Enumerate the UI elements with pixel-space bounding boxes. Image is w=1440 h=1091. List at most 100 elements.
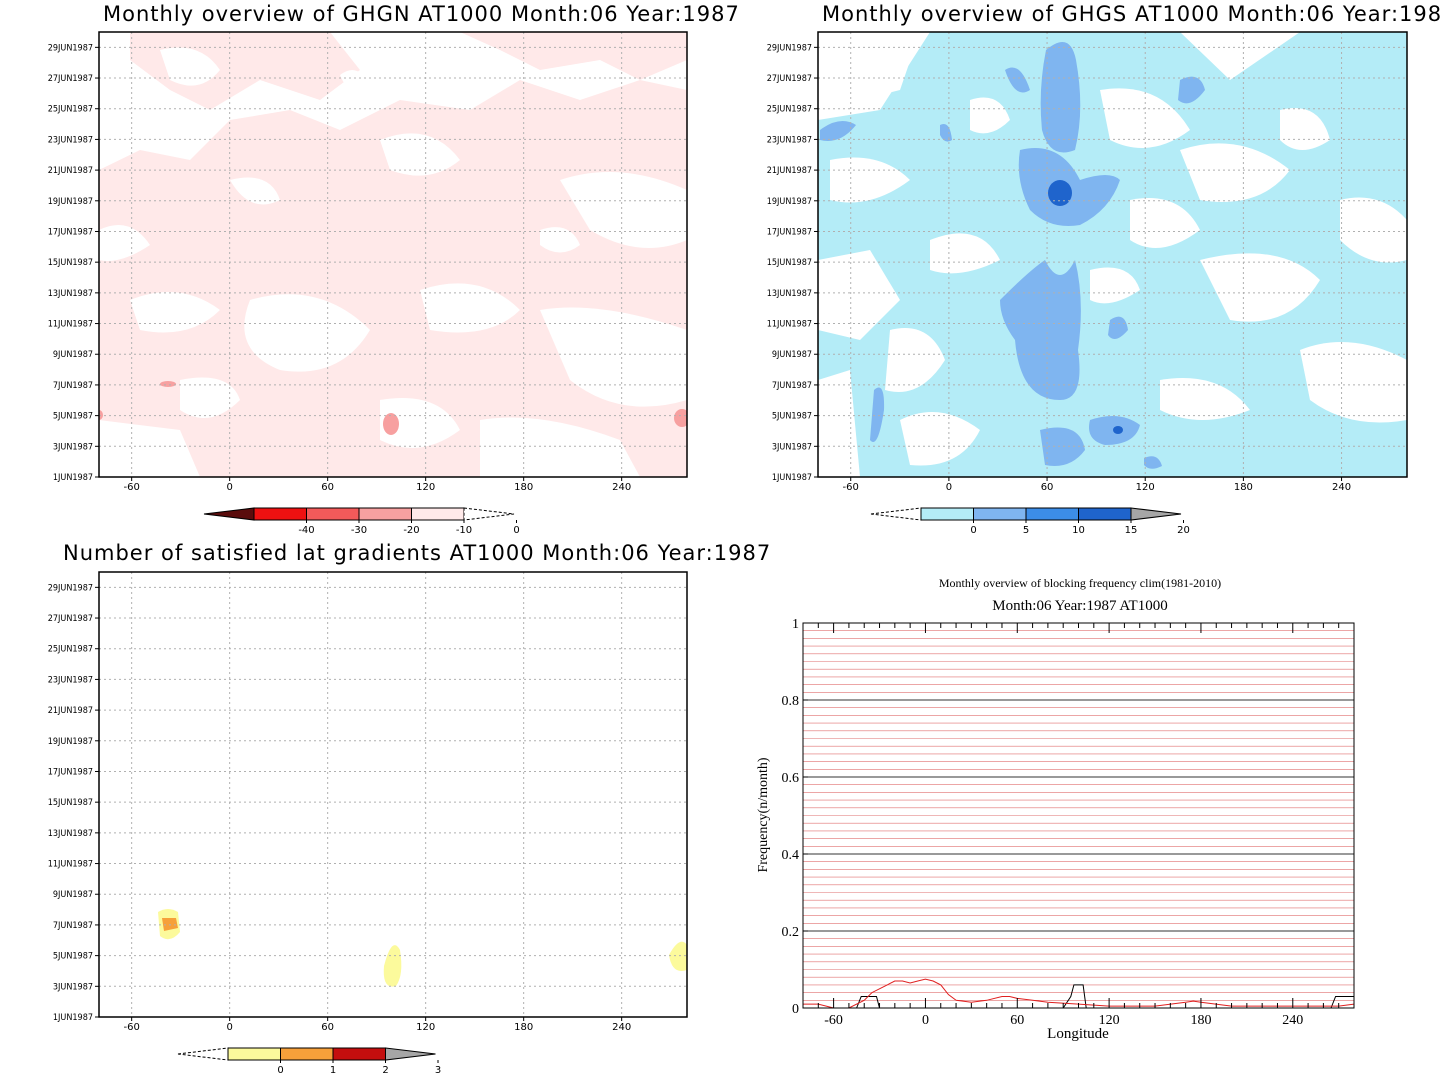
x-tick-label: 120 xyxy=(416,482,435,493)
freq-y-tick-label: 1 xyxy=(792,617,799,632)
colorbar-label: -30 xyxy=(351,525,367,536)
y-tick-label: 27JUN1987 xyxy=(48,614,93,624)
y-tick-label: 3JUN1987 xyxy=(53,442,93,452)
colorbar-label: -20 xyxy=(403,525,419,536)
y-tick-label: 19JUN1987 xyxy=(48,197,93,207)
colorbar-end-right xyxy=(463,507,515,521)
x-tick-label: 0 xyxy=(946,482,952,493)
y-tick-label: 23JUN1987 xyxy=(48,135,93,145)
colorbar-label: 15 xyxy=(1125,525,1138,536)
gradients-yticks: 1JUN1987 3JUN1987 5JUN1987 7JUN1987 9JUN1987… xyxy=(48,583,99,1023)
freq-ylabel: Frequency(n/month) xyxy=(756,757,771,873)
y-tick-label: 11JUN1987 xyxy=(48,860,93,870)
freq-y-tick-label: 0.4 xyxy=(782,848,800,863)
y-tick-label: 29JUN1987 xyxy=(48,43,93,53)
y-tick-label: 23JUN1987 xyxy=(48,675,93,685)
y-tick-label: 29JUN1987 xyxy=(48,583,93,593)
y-tick-label: 13JUN1987 xyxy=(48,289,93,299)
freq-xlabel: Longitude xyxy=(1047,1026,1109,1042)
ghgn-xticks: -60 0 60 120 180 240 xyxy=(123,477,631,493)
freq-x-tick-label: 120 xyxy=(1099,1013,1120,1028)
colorbar-label: 2 xyxy=(382,1065,388,1076)
colorbar-label: -40 xyxy=(298,525,314,536)
y-tick-label: 29JUN1987 xyxy=(767,43,812,53)
y-tick-label: 9JUN1987 xyxy=(53,890,93,900)
y-tick-label: 13JUN1987 xyxy=(767,289,812,299)
colorbar-label: 1 xyxy=(330,1065,336,1076)
panel-title-ghgn: Monthly overview of GHGN AT1000 Month:06… xyxy=(103,2,740,26)
freq-x-tick-label: 0 xyxy=(922,1013,929,1028)
ghgs-contours xyxy=(818,32,1407,477)
x-tick-label: 120 xyxy=(416,1022,435,1033)
panel-title-ghgs: Monthly overview of GHGS AT1000 Month:06… xyxy=(822,2,1440,26)
x-tick-label: 0 xyxy=(226,1022,232,1033)
y-tick-label: 25JUN1987 xyxy=(48,645,93,655)
y-tick-label: 3JUN1987 xyxy=(53,982,93,992)
freq-x-tick-label: -60 xyxy=(824,1013,843,1028)
freq-y-tick-label: 0 xyxy=(792,1002,799,1017)
x-tick-label: 180 xyxy=(1234,482,1253,493)
colorbar-label: 5 xyxy=(1023,525,1029,536)
colorbar-label: -10 xyxy=(456,525,472,536)
ghgn-grid xyxy=(99,32,687,477)
ghgs-frame xyxy=(817,31,1408,478)
y-tick-label: 25JUN1987 xyxy=(48,105,93,115)
colorbar-label: 0 xyxy=(513,525,519,536)
ghgn-frame xyxy=(98,31,688,478)
y-tick-label: 7JUN1987 xyxy=(53,921,93,931)
y-tick-label: 1JUN1987 xyxy=(53,1013,93,1023)
ghgn-yticks: 1JUN1987 3JUN1987 5JUN1987 7JUN1987 9JUN1987… xyxy=(48,43,99,483)
y-tick-label: 7JUN1987 xyxy=(53,381,93,391)
x-tick-label: 120 xyxy=(1136,482,1155,493)
y-tick-label: 23JUN1987 xyxy=(767,135,812,145)
x-tick-label: 180 xyxy=(514,482,533,493)
x-tick-label: 240 xyxy=(612,482,631,493)
y-tick-label: 11JUN1987 xyxy=(767,320,812,330)
freq-title: Monthly overview of blocking frequency c… xyxy=(938,576,1222,590)
colorbar-end-right xyxy=(385,1047,436,1061)
y-tick-label: 19JUN1987 xyxy=(767,197,812,207)
colorbar-end-right xyxy=(1130,507,1182,521)
y-tick-label: 3JUN1987 xyxy=(772,442,812,452)
y-tick-label: 27JUN1987 xyxy=(48,74,93,84)
ghgs-grid xyxy=(818,32,1407,477)
y-tick-label: 5JUN1987 xyxy=(772,412,812,422)
x-tick-label: 60 xyxy=(1041,482,1054,493)
ghgn-contours xyxy=(99,32,687,477)
y-tick-label: 15JUN1987 xyxy=(48,258,93,268)
y-tick-label: 13JUN1987 xyxy=(48,829,93,839)
y-tick-label: 17JUN1987 xyxy=(767,227,812,237)
x-tick-label: 0 xyxy=(226,482,232,493)
gradients-frame xyxy=(98,571,688,1018)
freq-ticks: 0 0.2 0.4 0.6 0.8 1 -60 0 60 120 180 240 xyxy=(782,617,1340,1028)
freq-x-tick-label: 240 xyxy=(1282,1013,1303,1028)
ghgs-yticks: 1JUN1987 3JUN1987 5JUN1987 7JUN1987 9JUN1987… xyxy=(767,43,818,483)
y-tick-label: 15JUN1987 xyxy=(767,258,812,268)
freq-series-line xyxy=(803,978,1355,1009)
freq-y-tick-label: 0.8 xyxy=(782,694,800,709)
y-tick-label: 17JUN1987 xyxy=(48,767,93,777)
y-tick-label: 21JUN1987 xyxy=(48,706,93,716)
y-tick-label: 21JUN1987 xyxy=(48,166,93,176)
x-tick-label: -60 xyxy=(123,1022,139,1033)
gradients-xticks: -60 0 60 120 180 240 xyxy=(123,1017,631,1033)
freq-y-tick-label: 0.6 xyxy=(782,771,800,786)
gradients-grid xyxy=(99,572,687,1017)
ghgs-xticks: -60 0 60 120 180 240 xyxy=(843,477,1351,493)
y-tick-label: 19JUN1987 xyxy=(48,737,93,747)
y-tick-label: 21JUN1987 xyxy=(767,166,812,176)
colorbar-label: 10 xyxy=(1072,525,1085,536)
x-tick-label: 180 xyxy=(514,1022,533,1033)
x-tick-label: 240 xyxy=(1332,482,1351,493)
x-tick-label: -60 xyxy=(843,482,859,493)
x-tick-label: 60 xyxy=(321,1022,334,1033)
y-tick-label: 15JUN1987 xyxy=(48,798,93,808)
freq-subtitle: Month:06 Year:1987 AT1000 xyxy=(992,598,1168,614)
y-tick-label: 11JUN1987 xyxy=(48,320,93,330)
freq-x-tick-label: 60 xyxy=(1010,1013,1024,1028)
